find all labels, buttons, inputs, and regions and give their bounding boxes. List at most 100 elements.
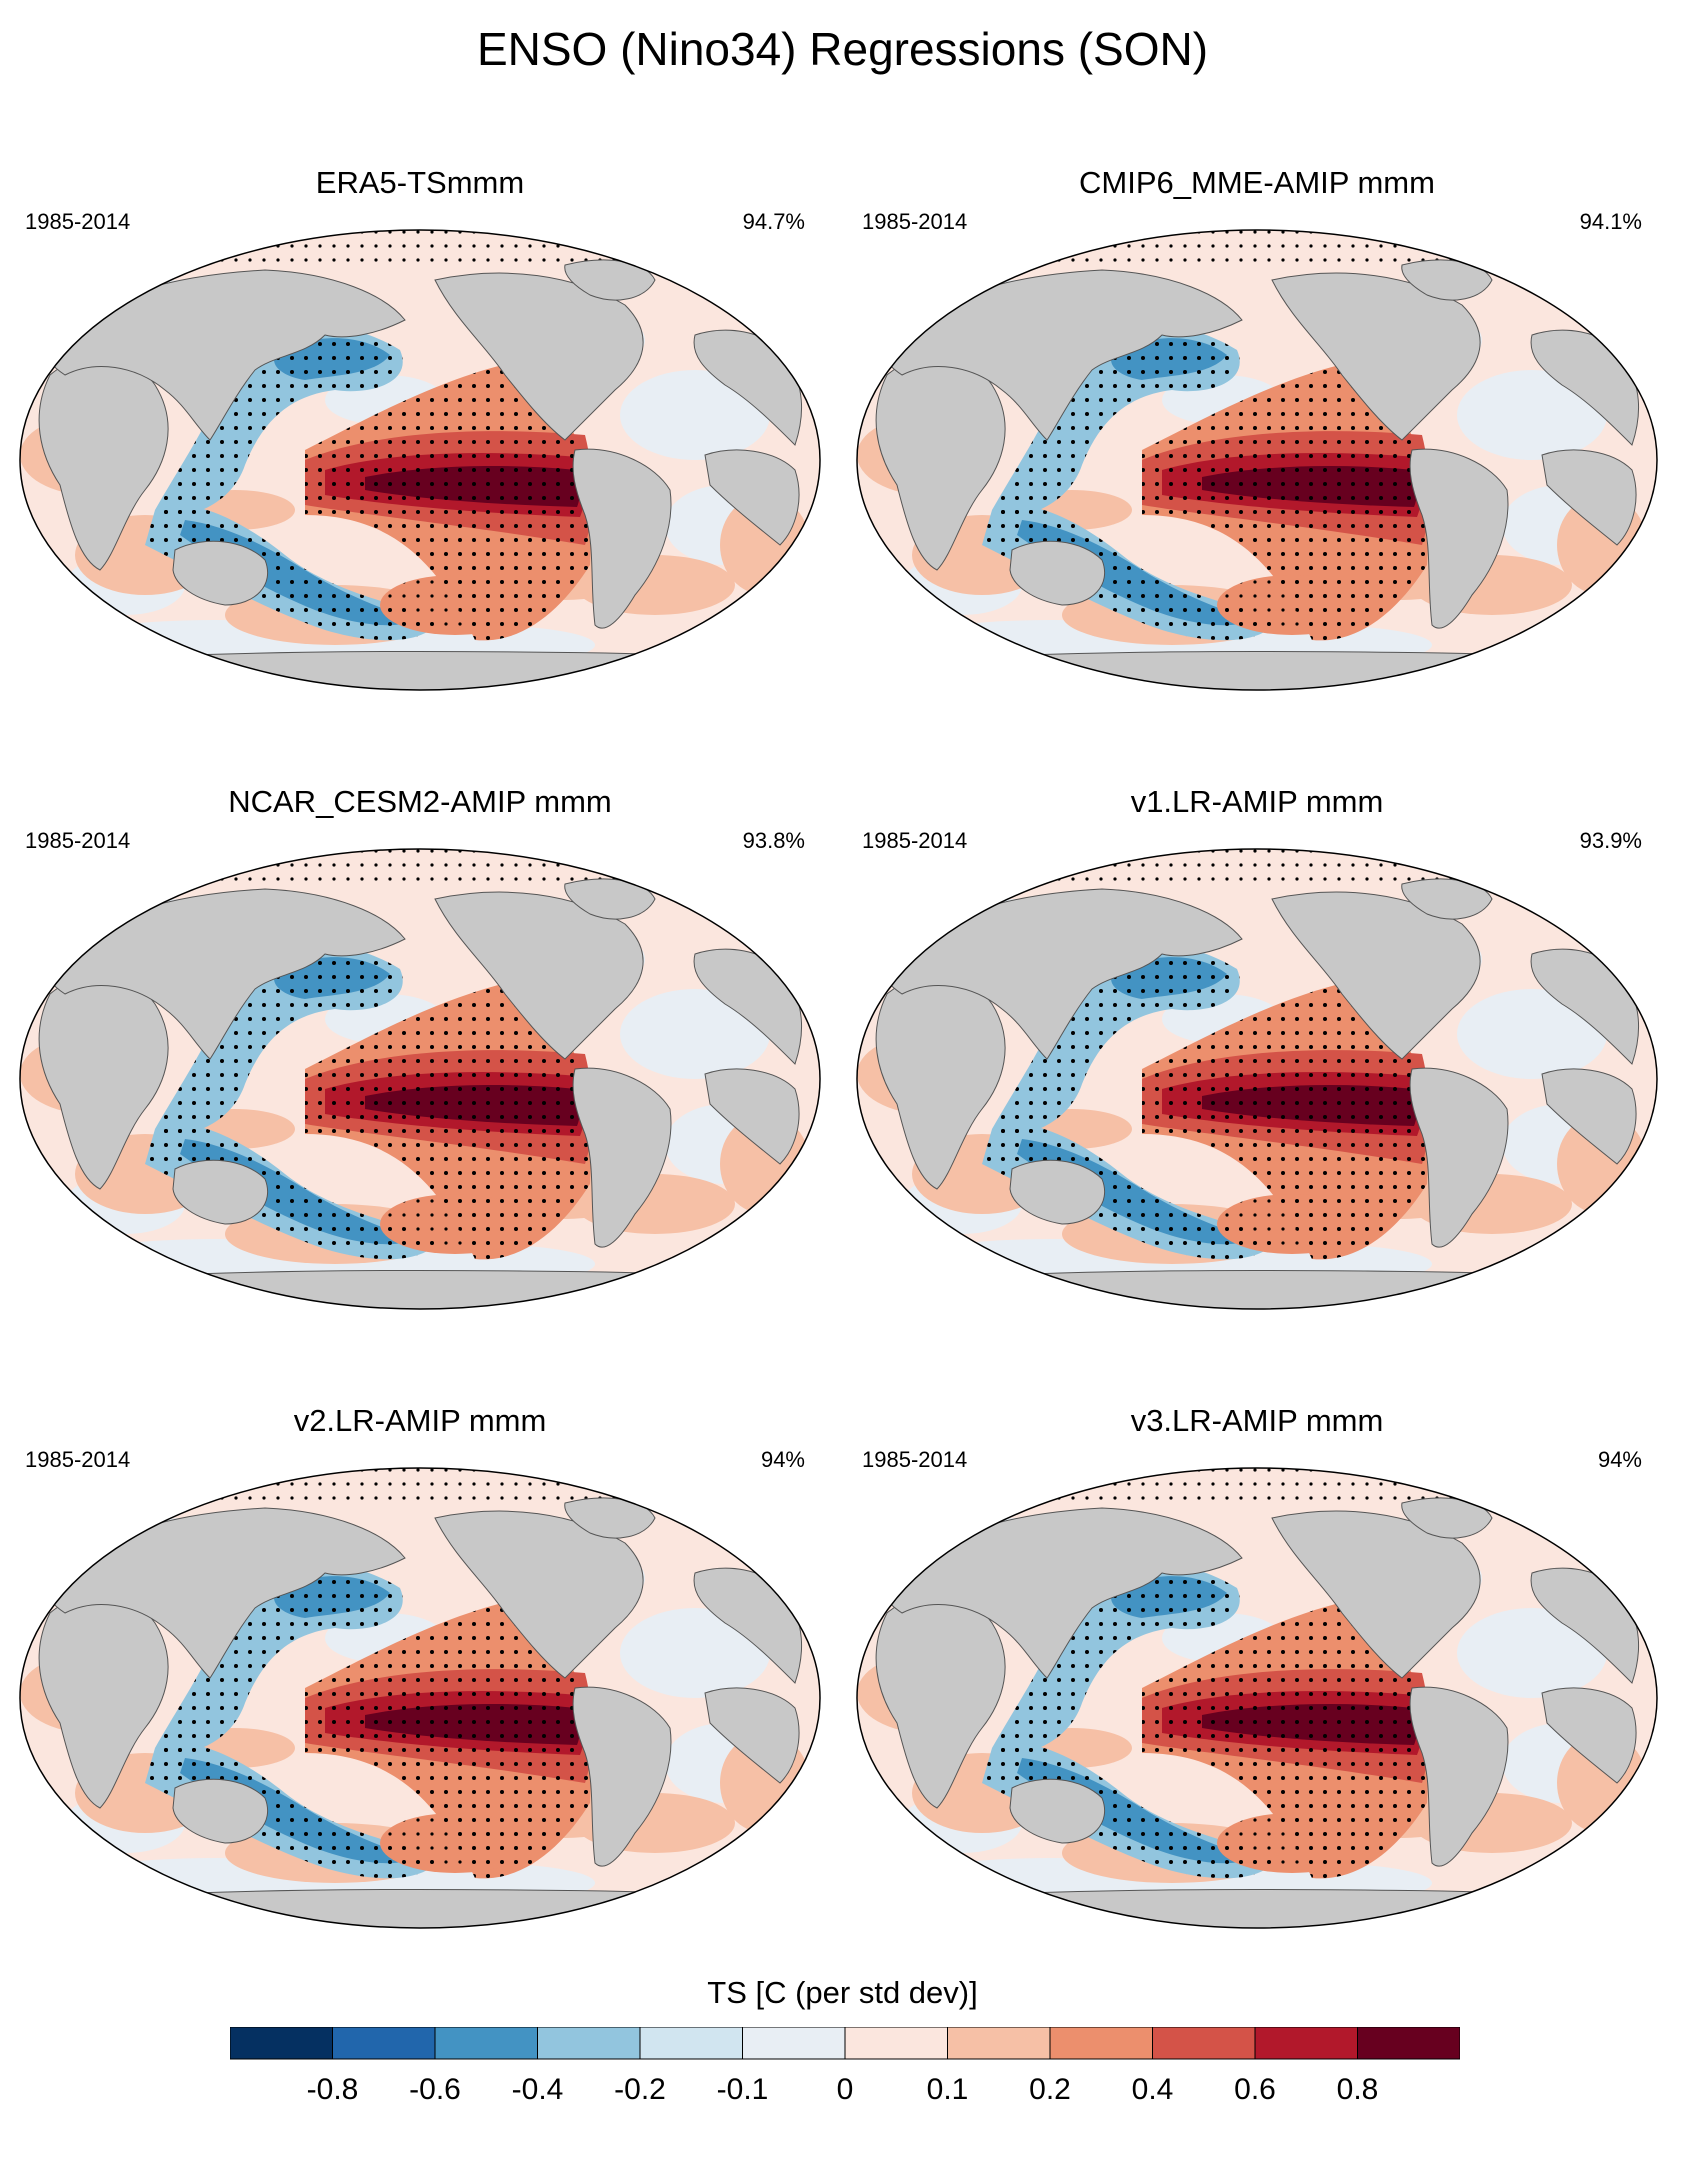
land-south-america bbox=[1409, 1067, 1509, 1248]
colorbar: -0.8 -0.6 -0.4 -0.2 -0.1 0 0.1 0.2 0.4 0.6 0.8 bbox=[230, 2027, 1460, 2106]
panel-title: ERA5-TSmmm bbox=[315, 165, 525, 200]
land-antarctica bbox=[20, 1269, 820, 1309]
map-plot bbox=[19, 229, 821, 691]
panel-percentage: 94% bbox=[760, 1447, 805, 1472]
significance-stipple bbox=[857, 230, 1657, 265]
land-south-america bbox=[1409, 1686, 1509, 1867]
panel-title: CMIP6_MME-AMIP mmm bbox=[1079, 165, 1435, 200]
significance-stipple bbox=[20, 849, 820, 884]
colorbar-swatch bbox=[537, 2027, 641, 2060]
significance-stipple bbox=[1217, 1813, 1367, 1873]
colorbar-title: TS [C (per std dev)] bbox=[707, 1975, 978, 2010]
significance-stipple bbox=[982, 505, 1277, 641]
significance-stipple bbox=[305, 360, 591, 641]
land-eurasia bbox=[44, 1507, 406, 1679]
globe-outline bbox=[19, 848, 821, 1310]
significance-stipple bbox=[1217, 1194, 1367, 1254]
globe-outline bbox=[19, 229, 821, 691]
colorbar-tick-label: 0.6 bbox=[1234, 2073, 1276, 2106]
land-africa-east bbox=[704, 449, 800, 546]
significance-stipple bbox=[155, 326, 403, 516]
significance-stipple bbox=[1142, 360, 1428, 641]
land-south-america bbox=[572, 1686, 672, 1867]
significance-stipple bbox=[380, 1194, 530, 1254]
land-eurasia bbox=[44, 888, 406, 1060]
land-eurasia bbox=[881, 1507, 1243, 1679]
land-australia bbox=[172, 540, 269, 606]
panel-percentage: 93.9% bbox=[1579, 828, 1642, 853]
land-africa-east bbox=[1541, 1687, 1637, 1784]
significance-stipple bbox=[20, 230, 820, 265]
map-panel: ERA5-TSmmm 1985-2014 94.7% bbox=[5, 165, 835, 725]
significance-stipple bbox=[155, 1564, 403, 1754]
land-africa-east bbox=[1541, 1068, 1637, 1165]
globe-outline bbox=[856, 1467, 1658, 1929]
land-greenland bbox=[1401, 1497, 1493, 1539]
significance-stipple bbox=[982, 1743, 1277, 1879]
significance-stipple bbox=[305, 979, 591, 1260]
panel-title: v1.LR-AMIP mmm bbox=[1130, 784, 1384, 819]
weak-negative-area bbox=[620, 370, 770, 460]
colorbar-tick-label: -0.4 bbox=[512, 2073, 564, 2106]
significance-stipple bbox=[380, 575, 530, 635]
land-africa-east bbox=[1541, 449, 1637, 546]
panel-title: v3.LR-AMIP mmm bbox=[1130, 1403, 1384, 1438]
land-north-america bbox=[1271, 891, 1481, 1060]
land-north-america bbox=[1271, 1510, 1481, 1679]
panel-percentage: 94% bbox=[1597, 1447, 1642, 1472]
globe-outline bbox=[19, 1467, 821, 1929]
panel-percentage: 94.7% bbox=[742, 209, 805, 234]
colorbar-swatch bbox=[844, 2027, 948, 2060]
colorbar-tick-label: -0.2 bbox=[614, 2073, 666, 2106]
land-south-america bbox=[572, 448, 672, 629]
land-australia bbox=[1009, 540, 1106, 606]
significance-stipple bbox=[145, 505, 440, 641]
significance-stipple bbox=[992, 326, 1240, 516]
land-north-america bbox=[434, 1510, 644, 1679]
panel-period: 1985-2014 bbox=[25, 1447, 131, 1472]
land-australia bbox=[1009, 1778, 1106, 1844]
colorbar-tick-label: 0.1 bbox=[927, 2073, 969, 2106]
colorbar-tick-label: -0.8 bbox=[307, 2073, 359, 2106]
land-antarctica bbox=[20, 1888, 820, 1928]
weak-negative-area bbox=[1457, 1608, 1607, 1698]
significance-stipple bbox=[20, 1468, 820, 1503]
panel-period: 1985-2014 bbox=[862, 1447, 968, 1472]
panel-percentage: 94.1% bbox=[1579, 209, 1642, 234]
land-greenland bbox=[564, 259, 656, 301]
map-plot bbox=[856, 848, 1658, 1310]
land-antarctica bbox=[857, 1269, 1657, 1309]
map-plot bbox=[19, 848, 821, 1310]
land-south-america bbox=[1409, 448, 1509, 629]
colorbar-swatch bbox=[434, 2027, 538, 2060]
weak-negative-area bbox=[1457, 370, 1607, 460]
map-plot bbox=[856, 229, 1658, 691]
colorbar-swatch bbox=[947, 2027, 1051, 2060]
colorbar-swatch bbox=[1357, 2027, 1460, 2060]
land-greenland bbox=[564, 878, 656, 920]
colorbar-tick-label: -0.1 bbox=[717, 2073, 769, 2106]
colorbar-tick-label: -0.6 bbox=[409, 2073, 461, 2106]
land-africa-east bbox=[704, 1687, 800, 1784]
land-australia bbox=[172, 1159, 269, 1225]
land-antarctica bbox=[20, 650, 820, 690]
land-africa-east bbox=[704, 1068, 800, 1165]
globe-outline bbox=[856, 229, 1658, 691]
weak-negative-area bbox=[1457, 989, 1607, 1079]
land-north-america bbox=[1271, 272, 1481, 441]
significance-stipple bbox=[145, 1124, 440, 1260]
panel-period: 1985-2014 bbox=[862, 209, 968, 234]
land-greenland bbox=[1401, 878, 1493, 920]
significance-stipple bbox=[1142, 1598, 1428, 1879]
land-greenland bbox=[564, 1497, 656, 1539]
significance-stipple bbox=[857, 1468, 1657, 1503]
panel-percentage: 93.8% bbox=[742, 828, 805, 853]
colorbar-tick-label: 0 bbox=[837, 2073, 854, 2106]
significance-stipple bbox=[380, 1813, 530, 1873]
map-plot bbox=[19, 1467, 821, 1929]
significance-stipple bbox=[982, 1124, 1277, 1260]
map-panel: v1.LR-AMIP mmm 1985-2014 93.9% bbox=[842, 784, 1672, 1344]
significance-stipple bbox=[1142, 979, 1428, 1260]
colorbar-tick-label: 0.2 bbox=[1029, 2073, 1071, 2106]
colorbar-swatch bbox=[332, 2027, 436, 2060]
